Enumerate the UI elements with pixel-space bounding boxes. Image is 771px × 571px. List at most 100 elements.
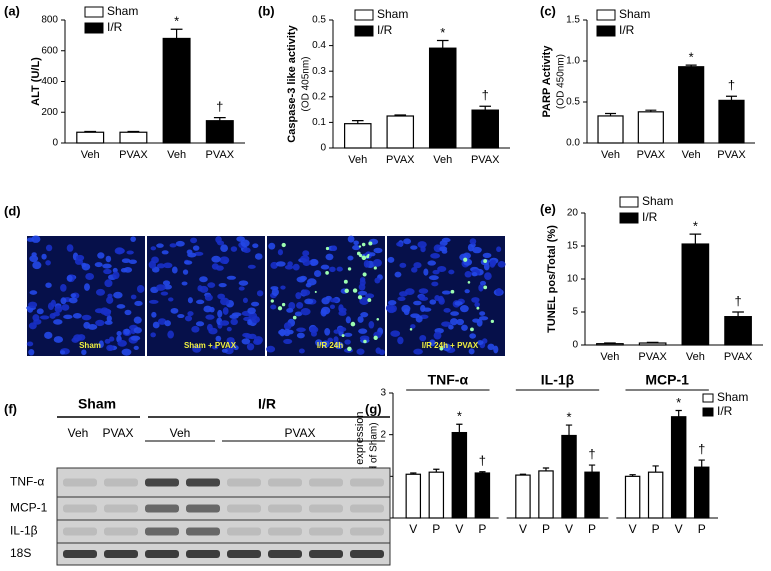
- nucleus: [390, 330, 401, 337]
- error-bar: [588, 464, 596, 473]
- tunel-positive-cell: [373, 266, 377, 270]
- nucleus: [433, 331, 442, 340]
- panel-label: (f): [4, 401, 17, 416]
- tunel-positive-cell: [325, 271, 329, 275]
- nucleus: [347, 255, 354, 261]
- legend-label: I/R: [377, 23, 393, 37]
- nucleus: [103, 268, 112, 275]
- nucleus: [192, 245, 200, 251]
- nucleus: [148, 299, 159, 304]
- nucleus: [81, 263, 91, 271]
- error-bar: [479, 471, 486, 473]
- nucleus: [226, 275, 237, 280]
- y-tick-label: 1.0: [566, 56, 580, 67]
- nucleus: [105, 255, 112, 263]
- legend-label: Sham: [642, 194, 673, 208]
- tunel-positive-cell: [483, 259, 488, 263]
- nucleus: [133, 345, 139, 350]
- panel-label: (b): [258, 3, 275, 18]
- x-tick-label: Veh: [348, 154, 367, 166]
- nucleus: [241, 338, 251, 345]
- blot-band: [104, 550, 138, 558]
- nucleus: [136, 285, 145, 293]
- nucleus: [413, 300, 422, 306]
- nucleus: [113, 291, 123, 299]
- nucleus: [462, 252, 471, 260]
- nucleus: [97, 252, 105, 259]
- nucleus: [372, 258, 382, 267]
- tunel-positive-cell: [361, 242, 366, 247]
- nucleus: [299, 275, 307, 281]
- nucleus: [151, 256, 159, 264]
- nucleus: [242, 247, 251, 254]
- nucleus: [360, 312, 369, 318]
- lane-label: Veh: [170, 426, 191, 440]
- nucleus: [130, 236, 136, 242]
- error-bar: [351, 120, 364, 124]
- nucleus: [238, 280, 249, 286]
- nucleus: [413, 262, 422, 269]
- nucleus: [199, 276, 208, 283]
- group-label: IL-1β: [541, 372, 575, 388]
- nucleus: [321, 306, 331, 315]
- legend-swatch: [354, 25, 374, 37]
- bar: [428, 47, 457, 149]
- nucleus: [359, 335, 370, 341]
- y-tick-label: 1.5: [566, 15, 580, 26]
- nucleus: [496, 246, 502, 253]
- nucleus: [59, 350, 66, 355]
- x-tick-label: P: [432, 522, 440, 536]
- lane-label: Veh: [68, 426, 89, 440]
- legend-swatch: [596, 9, 616, 21]
- blot-band: [350, 550, 384, 558]
- y-tick-label: 800: [41, 15, 58, 26]
- nucleus: [104, 338, 111, 344]
- nucleus: [403, 238, 412, 245]
- blot-band: [186, 527, 220, 536]
- legend-swatch: [84, 22, 104, 34]
- y-tick-label: 200: [41, 107, 58, 118]
- significance-mark: *: [457, 409, 462, 424]
- panel-label: (c): [540, 3, 556, 18]
- error-bar: [394, 114, 407, 116]
- bar: [386, 115, 415, 149]
- error-bar: [732, 311, 744, 317]
- nucleus: [187, 297, 193, 304]
- bar: [162, 37, 191, 144]
- y-tick-label: 0: [52, 138, 58, 149]
- blot-band: [104, 504, 138, 513]
- bar: [596, 343, 624, 346]
- significance-mark: †: [216, 99, 223, 114]
- nucleus: [296, 327, 306, 332]
- nucleus: [133, 316, 142, 324]
- nucleus: [327, 337, 334, 343]
- nucleus: [410, 324, 416, 329]
- nucleus: [343, 332, 353, 337]
- tunel-positive-cell: [362, 272, 367, 277]
- nucleus: [329, 266, 336, 273]
- nucleus: [411, 267, 418, 273]
- nucleus: [226, 326, 232, 332]
- y-tick-label: 0.1: [312, 117, 326, 128]
- nucleus: [419, 334, 427, 342]
- nucleus: [41, 253, 47, 260]
- blot-band: [145, 504, 179, 513]
- tunel-positive-cell: [325, 246, 330, 251]
- x-tick-label: P: [588, 522, 596, 536]
- nucleus: [156, 243, 164, 248]
- nucleus: [229, 341, 236, 350]
- nucleus: [338, 304, 344, 312]
- y-tick-label: 0.2: [312, 91, 326, 102]
- nucleus: [310, 331, 317, 337]
- error-bar: [675, 409, 682, 417]
- nucleus: [116, 331, 122, 336]
- nucleus: [468, 348, 475, 355]
- tunel-positive-cell: [490, 319, 495, 324]
- nucleus: [487, 343, 495, 351]
- legend-label: Sham: [377, 7, 408, 21]
- nucleus: [157, 318, 167, 325]
- blot-band: [268, 527, 302, 536]
- blot-band: [63, 527, 97, 536]
- nucleus: [211, 345, 219, 350]
- nucleus: [199, 285, 209, 293]
